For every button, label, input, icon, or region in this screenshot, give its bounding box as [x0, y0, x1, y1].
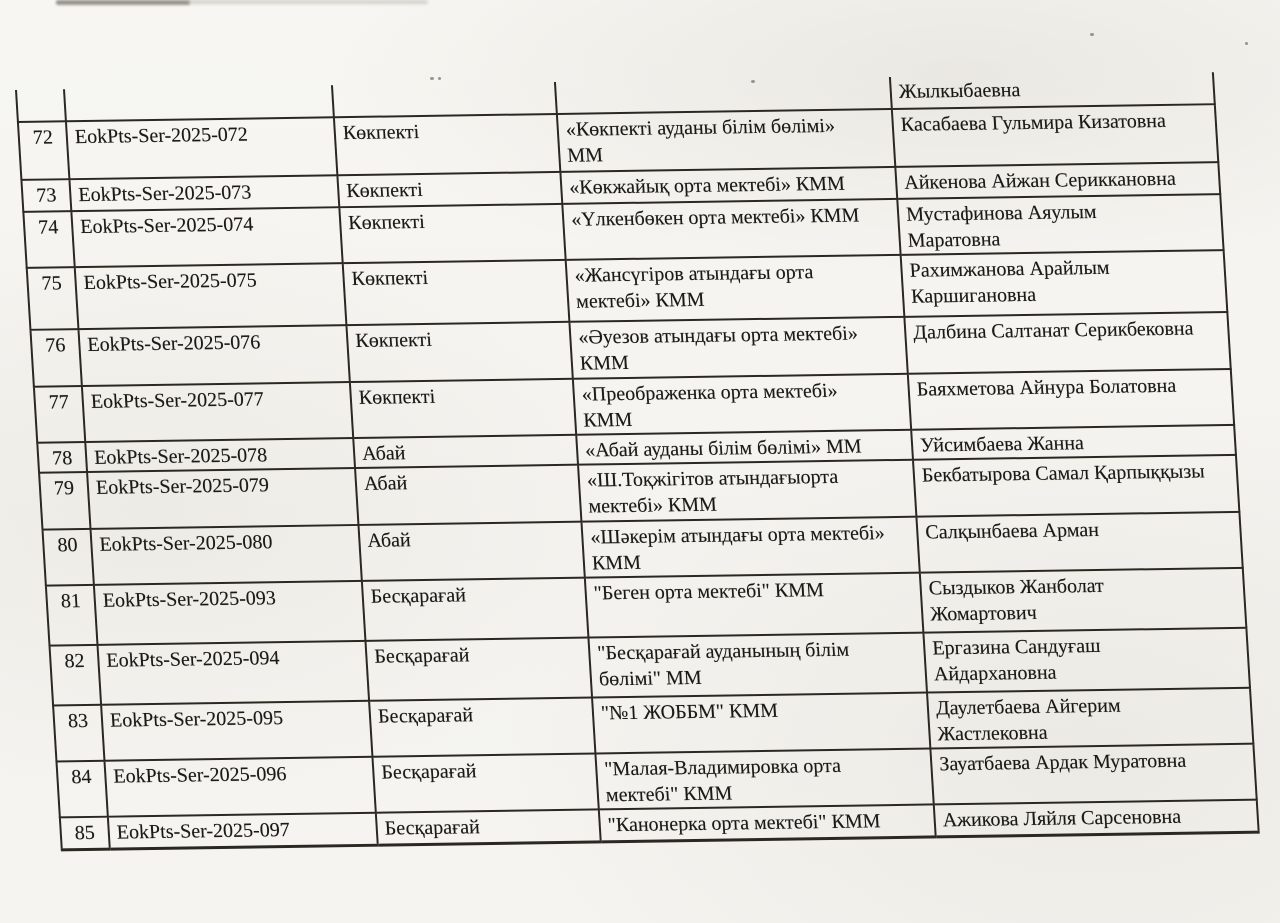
district-cell: Көкпекті — [346, 321, 573, 383]
row-number-cell: 80 — [42, 528, 94, 586]
person-name-cell: Сыздыков Жанболат Жомартович — [919, 567, 1247, 633]
certificate-id-cell: EokPts-Ser-2025-077 — [81, 382, 354, 442]
certificates-table: Жылкыбаевна 72 EokPts-Ser-2025-072 Көкпе… — [15, 72, 1260, 851]
district-cell: Көкпекті — [337, 171, 563, 208]
certificate-id-cell — [63, 85, 334, 122]
certificate-id-cell: EokPts-Ser-2025-075 — [74, 263, 347, 330]
district-cell: Абай — [355, 464, 582, 525]
school-cell: "Беген орта мектебі" КММ — [584, 572, 924, 638]
school-cell: «Жансүгіров атындағы орта мектебі» КММ — [565, 254, 905, 322]
district-cell: Бесқарағай — [361, 577, 589, 641]
district-cell — [331, 81, 557, 118]
school-cell: «Абай ауданы білім бөлімі» ММ — [576, 429, 913, 465]
row-number-cell: 85 — [59, 816, 110, 850]
person-name-cell: Зауатбаева Ардак Муратовна — [930, 743, 1257, 805]
person-name-cell: Касабаева Гульмира Кизатовна — [891, 104, 1219, 167]
school-cell: "Малая-Владимировка орта мектебі" КММ — [595, 748, 934, 810]
district-cell: Абай — [358, 521, 585, 581]
school-cell: «Шәкерім атындағы орта мектебі» КММ — [581, 516, 920, 578]
person-name-cell: Айкенова Айжан Сериккановна — [895, 162, 1221, 199]
school-cell: «Үлкенбөкен орта мектебі» КММ — [562, 198, 901, 260]
person-name-cell: Ергазина Сандуғаш Айдархановна — [923, 627, 1250, 693]
row-number-cell: 83 — [53, 704, 105, 762]
person-name-cell: Бекбатырова Самал Қарпыққызы — [912, 454, 1240, 517]
district-cell: Бесқарағай — [369, 697, 596, 757]
school-cell: «Әуезов атындағы орта мектебі» КММ — [569, 316, 908, 379]
row-number-cell: 77 — [33, 386, 86, 443]
school-cell: «Ш.Тоқжігітов атындағыорта мектебі» КММ — [578, 459, 917, 522]
row-number-cell: 81 — [45, 584, 98, 646]
row-number-cell: 74 — [23, 211, 75, 268]
district-cell: Көкпекті — [333, 113, 561, 176]
district-cell: Бесқарағай — [375, 809, 601, 845]
certificate-id-cell: EokPts-Ser-2025-073 — [69, 175, 340, 212]
district-cell: Бесқарағай — [372, 753, 599, 813]
school-cell: "№1 ЖОББМ" КММ — [592, 692, 931, 754]
row-number-cell: 72 — [17, 121, 70, 180]
row-number-cell: 84 — [56, 760, 108, 818]
person-name-cell: Жылкыбаевна — [889, 72, 1215, 109]
certificate-id-cell: EokPts-Ser-2025-097 — [107, 812, 378, 849]
person-name-cell: Ажикова Ляйля Сарсеновна — [933, 799, 1259, 837]
certificate-id-cell: EokPts-Ser-2025-072 — [65, 117, 338, 180]
certificate-id-cell: EokPts-Ser-2025-078 — [85, 438, 356, 472]
school-cell — [554, 77, 892, 114]
certificate-id-cell: EokPts-Ser-2025-094 — [97, 640, 370, 705]
person-name-cell: Даулетбаева Айгерим Жастлековна — [927, 687, 1254, 749]
school-cell: «Преображенка орта мектебі» КММ — [572, 373, 912, 435]
row-number-cell: 79 — [39, 471, 91, 530]
district-cell: Көкпекті — [349, 378, 577, 439]
school-cell: "Канонерка орта мектебі" КММ — [598, 804, 936, 842]
scan-speck — [751, 80, 755, 83]
person-name-cell: Далбина Салтанат Серикбековна — [904, 312, 1231, 374]
district-cell: Көкпекті — [342, 259, 570, 326]
certificate-id-cell: EokPts-Ser-2025-074 — [71, 207, 343, 268]
certificate-id-cell: EokPts-Ser-2025-095 — [101, 700, 373, 761]
school-cell: «Көкпекті ауданы білім бөлімі» ММ — [556, 108, 896, 172]
row-number-cell: 78 — [37, 441, 88, 473]
row-number-cell — [15, 89, 66, 122]
row-number-cell: 82 — [49, 644, 102, 706]
row-number-cell: 73 — [21, 179, 72, 212]
district-cell: Көкпекті — [339, 203, 566, 264]
certificate-id-cell: EokPts-Ser-2025-080 — [90, 524, 362, 585]
scan-artifact-smudge-faint — [188, 0, 428, 4]
scan-speck — [1090, 33, 1094, 36]
scan-speck — [1245, 42, 1248, 45]
certificate-id-cell: EokPts-Ser-2025-079 — [87, 467, 359, 529]
school-cell: «Көкжайық орта мектебі» КММ — [560, 166, 898, 204]
person-name-cell: Баяхметова Айнура Болатовна — [907, 368, 1235, 430]
row-number-cell: 76 — [30, 329, 82, 387]
scan-artifact-smudge — [56, 0, 190, 5]
school-cell: "Бесқарағай ауданының білім бөлімі" ММ — [588, 632, 928, 698]
row-number-cell: 75 — [26, 267, 79, 330]
district-cell: Абай — [353, 434, 579, 468]
person-name-cell: Салқынбаева Арман — [916, 511, 1243, 573]
scan-speck — [438, 77, 441, 80]
scan-speck — [430, 77, 434, 80]
certificate-id-cell: EokPts-Ser-2025-093 — [93, 580, 366, 645]
person-name-cell: Мустафинова Аяулым Маратовна — [897, 194, 1224, 255]
certificate-id-cell: EokPts-Ser-2025-096 — [104, 756, 376, 817]
district-cell: Бесқарағай — [365, 637, 593, 701]
person-name-cell: Уйсимбаева Жанна — [911, 424, 1236, 460]
person-name-cell: Рахимжанова Арайлым Каршигановна — [900, 250, 1228, 317]
certificate-id-cell: EokPts-Ser-2025-076 — [78, 325, 350, 387]
certificates-table-wrap: Жылкыбаевна 72 EokPts-Ser-2025-072 Көкпе… — [15, 72, 1260, 851]
